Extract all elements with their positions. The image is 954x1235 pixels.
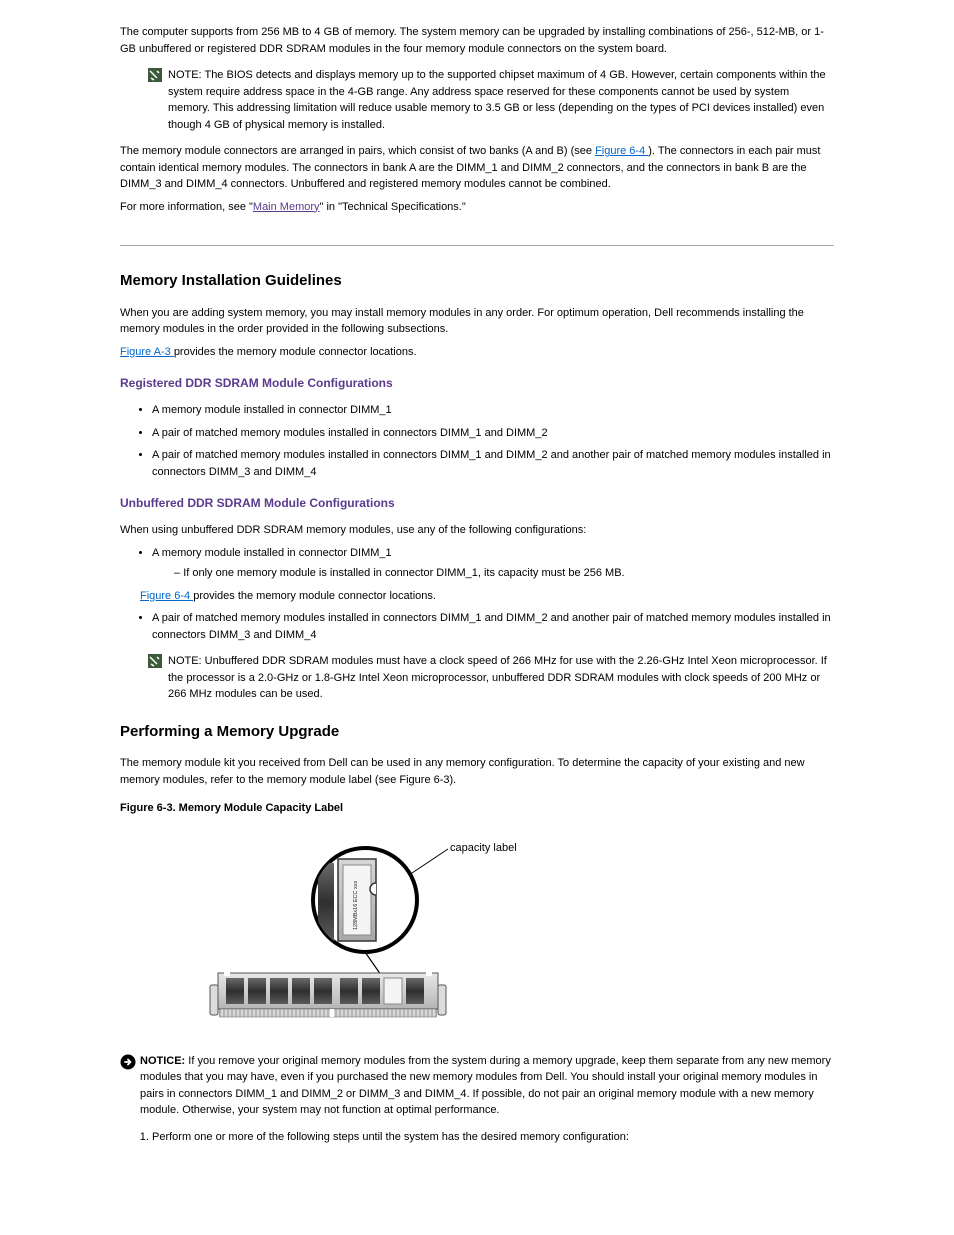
upgrade-heading: Performing a Memory Upgrade [120,721,834,744]
figure-link-suffix: -4 [635,145,645,157]
list-item: A memory module installed in connector D… [152,545,834,582]
callout-text: capacity label [450,842,517,854]
registered-config-list: A memory module installed in connector D… [152,402,834,480]
notice-label: NOTICE: [140,1055,188,1067]
registered-config-heading: Registered DDR SDRAM Module Configuratio… [120,374,834,392]
note-block-2: NOTE: Unbuffered DDR SDRAM modules must … [148,653,834,703]
svg-text:128MBx16 ECC xxx: 128MBx16 ECC xxx [353,880,359,929]
figure-6-3-caption: Figure 6-3. Memory Module Capacity Label [120,800,834,817]
unbuffered-intro: When using unbuffered DDR SDRAM memory m… [120,522,834,539]
fig64-suffix: -4 [180,590,190,602]
figure-link-label: Figure 6 [595,145,635,157]
figure-a-suffix: -3 [161,346,171,358]
upgrade-steps: Perform one or more of the following ste… [152,1129,834,1146]
unbuffered-config-list-2: A pair of matched memory modules install… [152,610,834,643]
note-icon [148,654,162,668]
main-memory-link[interactable]: Main Memory [253,201,320,213]
note-block: NOTE: The BIOS detects and displays memo… [148,67,834,133]
intro-p3-after: " in "Technical Specifications." [320,201,466,213]
upgrade-p1: The memory module kit you received from … [120,755,834,788]
list-item: A pair of matched memory modules install… [152,610,834,643]
fig64-label: Figure 6 [140,590,180,602]
note-text: NOTE: Unbuffered DDR SDRAM modules must … [168,653,834,703]
section-divider [120,245,834,246]
list-item: A pair of matched memory modules install… [152,447,834,480]
fig64-after: provides the memory module connector loc… [193,590,436,602]
sub-list: If only one memory module is installed i… [174,565,834,582]
list-item: A memory module installed in connector D… [152,402,834,419]
unbuffered-config-heading: Unbuffered DDR SDRAM Module Configuratio… [120,494,834,512]
unbuf-li1-text: A memory module installed in connector D… [152,547,392,559]
list-item: A pair of matched memory modules install… [152,425,834,442]
step-item: Perform one or more of the following ste… [152,1129,834,1146]
intro-paragraph-1: The computer supports from 256 MB to 4 G… [120,24,834,57]
note-icon [148,68,162,82]
notice-icon [120,1054,134,1068]
unbuffered-config-list: A memory module installed in connector D… [152,545,834,582]
memory-module-figure: capacity label 128MBx16 ECC xxx [200,835,834,1035]
notice-block: NOTICE: If you remove your original memo… [120,1053,834,1119]
intro-paragraph-2: The memory module connectors are arrange… [120,143,834,193]
guidelines-intro: When you are adding system memory, you m… [120,305,834,338]
intro-p2-prefix: The memory module connectors are arrange… [120,145,595,157]
figure-6-4-link-2[interactable]: Figure 6-4 [140,590,193,602]
intro-p3-prefix: For more information, see " [120,201,253,213]
sub-list-item: If only one memory module is installed i… [174,565,834,582]
figure-a-label: Figure A [120,346,161,358]
figure-6-4-link[interactable]: Figure 6-4 [595,145,648,157]
guidelines-heading: Memory Installation Guidelines [120,270,834,293]
intro-paragraph-3: For more information, see "Main Memory" … [120,199,834,216]
figure-a-link[interactable]: Figure A-3 [120,346,174,358]
figure-a-line: Figure A-3 provides the memory module co… [120,344,834,361]
notice-text: If you remove your original memory modul… [140,1055,831,1117]
figure-6-4-line: Figure 6-4 provides the memory module co… [140,588,834,605]
figure-a-after: provides the memory module connector loc… [174,346,417,358]
note-text: NOTE: The BIOS detects and displays memo… [168,67,834,133]
notice-text-wrap: NOTICE: If you remove your original memo… [140,1053,834,1119]
